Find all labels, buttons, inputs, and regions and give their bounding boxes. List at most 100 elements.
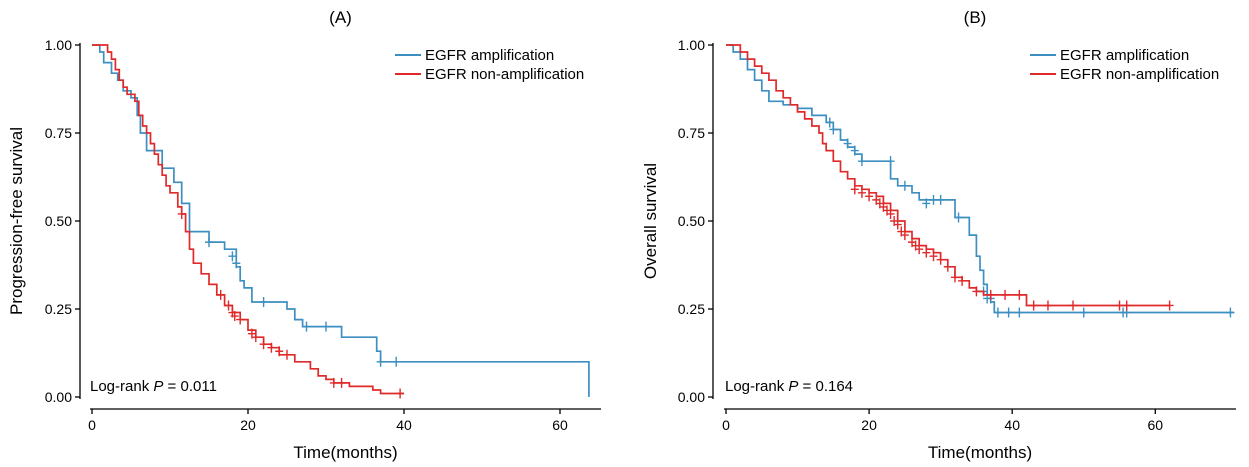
censor-mark	[850, 145, 859, 156]
censor-mark	[1069, 300, 1078, 311]
y-tick-label: 1.00	[45, 37, 72, 53]
censor-mark	[1004, 307, 1013, 318]
censor-mark	[1115, 300, 1124, 311]
censor-mark	[283, 349, 291, 360]
y-tick-label: 0.00	[678, 389, 705, 405]
series-line-amplification	[92, 44, 590, 397]
censor-mark	[886, 208, 895, 219]
x-axis-title: Time(months)	[928, 443, 1032, 462]
x-tick-label: 60	[1148, 417, 1164, 433]
censor-mark	[886, 156, 895, 167]
panel-label: (A)	[329, 8, 352, 27]
censor-mark	[943, 261, 952, 272]
censor-mark	[922, 247, 931, 258]
censor-mark	[893, 219, 902, 230]
censor-mark	[1015, 307, 1024, 318]
censor-mark	[1001, 289, 1010, 300]
censor-mark	[275, 346, 284, 357]
censor-mark	[929, 194, 938, 205]
censor-mark	[302, 321, 311, 332]
series-line-amplification	[726, 44, 1234, 314]
log-rank-annotation: Log-rank P = 0.164	[725, 378, 853, 395]
annotation-value: = 0.164	[798, 378, 853, 395]
panel-a-pfs: (A) 0.00 0.25 0.50 0.75 1.00 0 20 40 60 Time(month…	[7, 8, 601, 462]
censor-mark	[850, 184, 859, 195]
censor-mark	[993, 307, 1002, 318]
censor-mark	[865, 191, 874, 202]
censor-mark	[954, 212, 963, 223]
censor-mark	[857, 156, 866, 167]
x-tick-label: 0	[722, 417, 730, 433]
censor-mark	[1015, 289, 1024, 300]
x-axis-title: Time(months)	[293, 443, 397, 462]
censor-mark	[915, 244, 924, 255]
panel-label: (B)	[964, 8, 987, 27]
censor-mark	[259, 339, 268, 350]
censor-mark	[900, 180, 909, 191]
censor-mark	[900, 230, 909, 241]
censor-mark	[986, 289, 995, 300]
censor-mark	[392, 356, 401, 367]
annotation-prefix: Log-rank	[725, 378, 788, 395]
censor-mark	[322, 321, 330, 332]
censor-mark	[337, 377, 346, 388]
censor-mark	[972, 286, 981, 297]
x-tick-label: 40	[396, 417, 412, 433]
censor-mark	[958, 275, 967, 286]
y-axis-title: Progression-free survival	[7, 127, 26, 315]
censor-mark	[224, 300, 233, 311]
censor-mark	[267, 342, 276, 353]
x-tick-label: 20	[240, 417, 256, 433]
x-tick-label: 0	[88, 417, 96, 433]
censor-mark	[1079, 307, 1088, 318]
y-tick-label: 0.75	[678, 125, 705, 141]
x-tick-label: 40	[1004, 417, 1020, 433]
legend-label: EGFR non-amplification	[425, 66, 584, 83]
y-tick-label: 0.50	[678, 213, 705, 229]
censor-mark	[843, 138, 852, 149]
censor-mark	[1165, 300, 1174, 311]
annotation-p: P	[153, 378, 163, 395]
censor-mark	[216, 289, 225, 300]
censor-mark	[936, 254, 945, 265]
y-tick-label: 0.00	[45, 389, 72, 405]
censor-mark	[177, 208, 186, 219]
legend-label: EGFR amplification	[425, 47, 554, 64]
censor-mark	[936, 194, 945, 205]
legend-label: EGFR non-amplification	[1060, 66, 1219, 83]
censor-mark	[329, 377, 338, 388]
censor-mark	[950, 272, 959, 283]
series-line-non-amplification	[92, 44, 404, 395]
censor-mark	[1122, 300, 1131, 311]
panel-b-os: (B) 0.00 0.25 0.50 0.75 1.00 0 20 40 60 Time(month…	[641, 8, 1236, 462]
y-tick-label: 0.50	[45, 213, 72, 229]
y-tick-label: 1.00	[678, 37, 705, 53]
censor-mark	[251, 332, 260, 343]
censor-mark	[829, 124, 838, 135]
censor-mark	[232, 258, 241, 269]
annotation-p: P	[788, 378, 798, 395]
censor-mark	[205, 237, 213, 248]
censor-mark	[259, 296, 268, 307]
censor-mark	[228, 251, 237, 262]
censor-mark	[396, 388, 405, 399]
x-tick-label: 60	[552, 417, 568, 433]
y-tick-label: 0.25	[45, 301, 72, 317]
y-tick-label: 0.75	[45, 125, 72, 141]
censor-mark	[1029, 300, 1038, 311]
legend-label: EGFR amplification	[1060, 47, 1189, 64]
annotation-prefix: Log-rank	[90, 378, 153, 395]
censor-mark	[1043, 300, 1052, 311]
annotation-value: = 0.011	[163, 378, 217, 395]
y-axis-title: Overall survival	[641, 163, 660, 279]
censor-mark	[230, 311, 239, 322]
censor-mark	[236, 314, 245, 325]
censor-mark	[857, 187, 866, 198]
censor-mark	[929, 251, 938, 262]
censor-mark	[922, 198, 931, 209]
censor-mark	[376, 356, 385, 367]
censor-mark	[825, 117, 834, 128]
y-tick-label: 0.25	[678, 301, 705, 317]
x-tick-label: 20	[861, 417, 877, 433]
